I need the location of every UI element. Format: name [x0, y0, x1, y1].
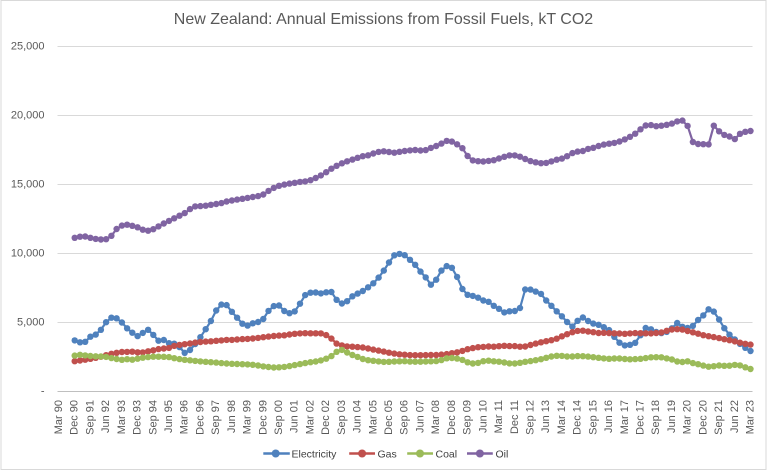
svg-text:Mar 99: Mar 99 [242, 400, 254, 434]
svg-text:Dec 99: Dec 99 [257, 400, 269, 435]
svg-text:Jun 22: Jun 22 [729, 400, 741, 433]
svg-text:10,000: 10,000 [11, 248, 45, 260]
svg-text:Dec 11: Dec 11 [509, 400, 521, 434]
svg-text:Mar 17: Mar 17 [619, 400, 631, 434]
svg-text:Jun 07: Jun 07 [415, 400, 427, 433]
svg-text:Dec 14: Dec 14 [572, 400, 584, 435]
svg-text:Jun 16: Jun 16 [603, 400, 615, 433]
svg-text:Mar 20: Mar 20 [682, 400, 694, 434]
svg-text:Sep 09: Sep 09 [462, 400, 474, 435]
svg-text:Sep 06: Sep 06 [399, 400, 411, 435]
svg-text:Sep 00: Sep 00 [273, 400, 285, 435]
svg-text:Mar 05: Mar 05 [367, 400, 379, 434]
svg-text:Dec 05: Dec 05 [383, 400, 395, 435]
svg-text:Dec 96: Dec 96 [194, 400, 206, 435]
svg-text:Mar 90: Mar 90 [53, 400, 65, 434]
svg-text:Jun 13: Jun 13 [540, 400, 552, 433]
svg-text:Jun 10: Jun 10 [477, 400, 489, 433]
svg-text:Jun 92: Jun 92 [100, 400, 112, 433]
svg-text:Dec 93: Dec 93 [132, 400, 144, 435]
svg-text:Dec 20: Dec 20 [697, 400, 709, 435]
svg-text:Mar 23: Mar 23 [745, 400, 757, 434]
svg-text:New Zealand: Annual Emissions: New Zealand: Annual Emissions from Fossi… [174, 11, 594, 28]
svg-text:Mar 02: Mar 02 [305, 400, 317, 434]
svg-text:Electricity: Electricity [292, 448, 338, 460]
svg-text:Sep 91: Sep 91 [84, 400, 96, 435]
svg-text:Gas: Gas [378, 448, 397, 460]
svg-text:Sep 15: Sep 15 [587, 400, 599, 435]
svg-text:Sep 18: Sep 18 [650, 400, 662, 435]
svg-text:Sep 94: Sep 94 [147, 400, 159, 435]
svg-text:Sep 97: Sep 97 [210, 400, 222, 435]
svg-text:Mar 14: Mar 14 [556, 400, 568, 434]
svg-text:Jun 98: Jun 98 [226, 400, 238, 433]
svg-text:25,000: 25,000 [11, 41, 45, 53]
svg-text:Jun 19: Jun 19 [666, 400, 678, 433]
svg-text:Sep 21: Sep 21 [713, 400, 725, 435]
svg-text:Jun 95: Jun 95 [163, 400, 175, 433]
svg-text:Jun 01: Jun 01 [289, 400, 301, 433]
svg-text:Dec 08: Dec 08 [446, 400, 458, 435]
svg-text:-: - [41, 386, 45, 398]
svg-text:Dec 17: Dec 17 [635, 400, 647, 435]
svg-text:5,000: 5,000 [17, 317, 45, 329]
svg-text:20,000: 20,000 [11, 110, 45, 122]
svg-text:Mar 96: Mar 96 [179, 400, 191, 434]
svg-text:Sep 12: Sep 12 [525, 400, 537, 435]
svg-text:Mar 93: Mar 93 [116, 400, 128, 434]
svg-text:Jun 04: Jun 04 [352, 400, 364, 433]
svg-text:Mar 11: Mar 11 [493, 400, 505, 433]
svg-text:Coal: Coal [436, 448, 458, 460]
svg-text:Dec 02: Dec 02 [320, 400, 332, 435]
svg-text:15,000: 15,000 [11, 179, 45, 191]
svg-text:Dec 90: Dec 90 [69, 400, 81, 435]
svg-text:Oil: Oil [496, 448, 509, 460]
svg-text:Mar 08: Mar 08 [430, 400, 442, 434]
svg-text:Sep 03: Sep 03 [336, 400, 348, 435]
